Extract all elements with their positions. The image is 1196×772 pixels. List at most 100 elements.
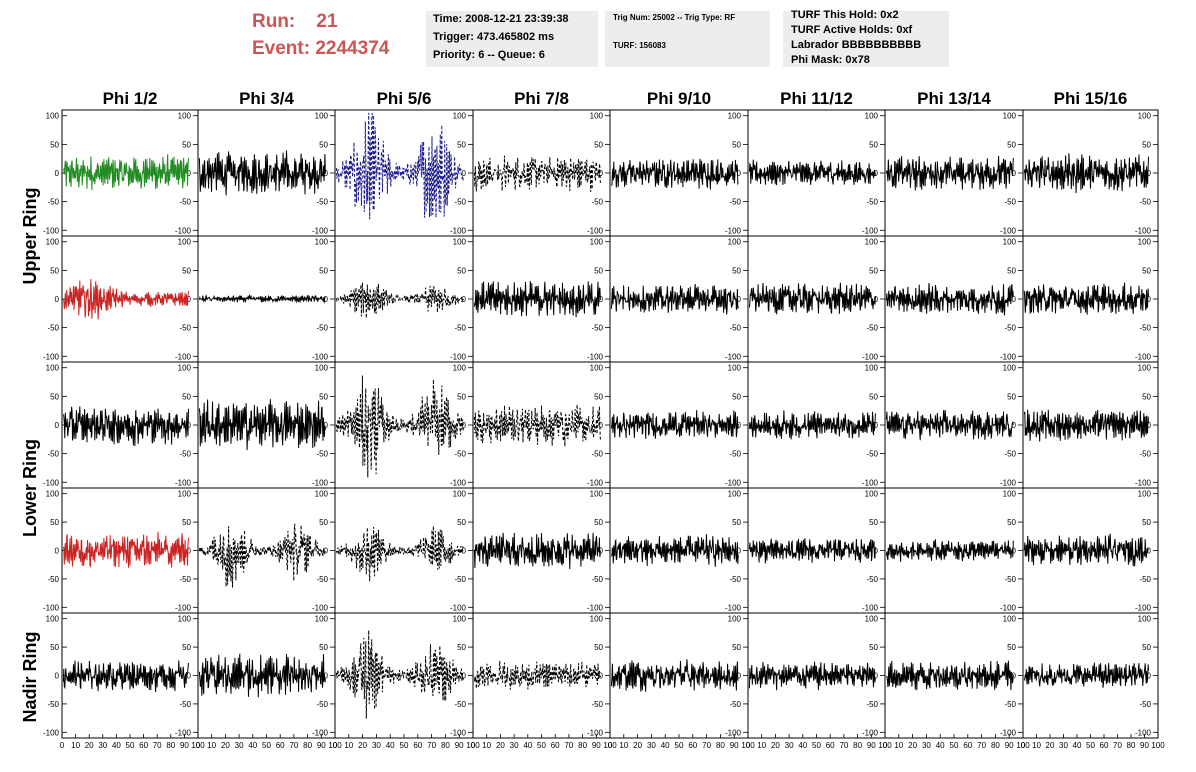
y-tick-label: -100 (175, 603, 192, 612)
row-label-nadir-ring: Nadir Ring (20, 631, 40, 722)
x-tick-label: 60 (963, 741, 972, 750)
x-tick-label: 50 (950, 741, 959, 750)
y-tick-label: -50 (591, 450, 603, 459)
y-tick-label: 50 (594, 140, 603, 149)
x-tick-label: 10 (757, 741, 766, 750)
y-tick-label: 100 (315, 112, 329, 121)
turf-info-box: TURF This Hold: 0x2 TURF Active Holds: 0… (783, 9, 949, 67)
y-tick-label: 50 (50, 266, 59, 275)
y-tick-label: -50 (47, 324, 59, 333)
y-tick-label: 0 (324, 547, 329, 556)
y-tick-label: -50 (454, 198, 466, 207)
y-tick-label: 0 (462, 421, 467, 430)
y-tick-label: 100 (728, 112, 742, 121)
column-header-4: Phi 7/8 (514, 89, 569, 108)
x-tick-label: 60 (826, 741, 835, 750)
y-tick-label: -100 (587, 478, 604, 487)
x-tick-label: 0 (60, 741, 65, 750)
y-tick-label: 100 (1138, 238, 1152, 247)
y-tick-label: 50 (1142, 266, 1151, 275)
waveform-trace (473, 155, 601, 192)
y-tick-label: 100 (1003, 615, 1017, 624)
y-tick-label: 50 (732, 266, 741, 275)
y-tick-label: 100 (178, 364, 192, 373)
y-tick-label: -50 (179, 575, 191, 584)
y-tick-label: 0 (324, 169, 329, 178)
waveform-trace (1023, 153, 1149, 194)
x-tick-label: 30 (922, 741, 931, 750)
x-tick-label: 80 (853, 741, 862, 750)
y-tick-label: -50 (591, 198, 603, 207)
y-tick-label: 50 (182, 392, 191, 401)
x-tick-label: 20 (496, 741, 505, 750)
y-tick-label: 0 (1147, 295, 1152, 304)
y-tick-label: 0 (1147, 672, 1152, 681)
y-tick-label: 100 (315, 615, 329, 624)
trig-info-box: Trig Num: 25002 -- Trig Type: RF TURF: 1… (605, 11, 770, 67)
y-tick-label: 50 (50, 643, 59, 652)
x-tick-label: 70 (702, 741, 711, 750)
x-tick-label: 10 (894, 741, 903, 750)
y-tick-label: 50 (732, 140, 741, 149)
x-tick-label: 60 (1100, 741, 1109, 750)
y-tick-label: -50 (729, 575, 741, 584)
y-tick-label: 50 (319, 140, 328, 149)
waveform-trace (748, 410, 876, 440)
x-tick-label: 60 (139, 741, 148, 750)
x-tick-label: 100 (1151, 741, 1165, 750)
y-tick-label: 100 (590, 112, 604, 121)
y-tick-label: -50 (1004, 575, 1016, 584)
x-tick-label: 90 (180, 741, 189, 750)
y-tick-label: -50 (1004, 700, 1016, 709)
waveform-trace (885, 282, 1014, 316)
waveform-trace (198, 293, 326, 304)
run-label: Run: (252, 11, 296, 32)
y-tick-label: -50 (179, 324, 191, 333)
y-tick-label: -50 (729, 700, 741, 709)
y-tick-label: 0 (462, 547, 467, 556)
y-tick-label: -100 (1000, 603, 1017, 612)
y-tick-label: 100 (1003, 364, 1017, 373)
waveform-trace (62, 278, 189, 320)
y-tick-label: 0 (599, 547, 604, 556)
x-tick-label: 90 (1005, 741, 1014, 750)
y-tick-label: -100 (1135, 728, 1152, 737)
x-tick-label: 50 (1086, 741, 1095, 750)
y-tick-label: -100 (43, 352, 60, 361)
y-tick-label: -100 (862, 603, 879, 612)
y-tick-label: 0 (462, 169, 467, 178)
y-tick-label: -50 (316, 324, 328, 333)
x-tick-label: 60 (688, 741, 697, 750)
x-tick-label: 100 (191, 741, 205, 750)
x-tick-label: 70 (1113, 741, 1122, 750)
y-tick-label: -100 (725, 478, 742, 487)
y-tick-label: 0 (187, 672, 192, 681)
y-tick-label: 0 (1012, 672, 1017, 681)
y-tick-label: 100 (453, 238, 467, 247)
y-tick-label: 50 (1142, 140, 1151, 149)
y-tick-label: -50 (47, 700, 59, 709)
y-tick-label: 50 (319, 518, 328, 527)
waveform-trace (335, 525, 464, 582)
y-tick-label: 50 (869, 140, 878, 149)
waveform-trace (473, 532, 601, 570)
y-tick-label: 50 (869, 518, 878, 527)
y-tick-label: -100 (1135, 603, 1152, 612)
y-tick-label: 100 (728, 238, 742, 247)
y-tick-label: 0 (737, 672, 742, 681)
x-tick-label: 70 (289, 741, 298, 750)
y-tick-label: 100 (865, 364, 879, 373)
x-tick-label: 40 (661, 741, 670, 750)
y-tick-label: -50 (729, 324, 741, 333)
waveform-trace (335, 630, 464, 719)
x-tick-label: 20 (221, 741, 230, 750)
y-tick-label: 50 (1142, 518, 1151, 527)
x-tick-label: 80 (303, 741, 312, 750)
x-tick-label: 0 (608, 741, 613, 750)
y-tick-label: -50 (47, 575, 59, 584)
y-tick-label: -50 (866, 198, 878, 207)
y-tick-label: -50 (591, 575, 603, 584)
x-tick-label: 20 (633, 741, 642, 750)
y-tick-label: -100 (725, 352, 742, 361)
